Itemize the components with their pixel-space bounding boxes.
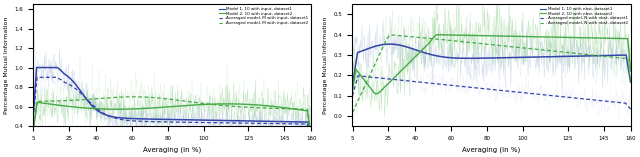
Y-axis label: Percentage Mutual Information: Percentage Mutual Information bbox=[323, 16, 328, 114]
Legend: Model 1, 10 with input, dataset1, Model 2, 10 with input, dataset2, Averaged mod: Model 1, 10 with input, dataset1, Model … bbox=[218, 6, 309, 26]
X-axis label: Averaging (in %): Averaging (in %) bbox=[143, 146, 202, 153]
Y-axis label: Percentage Mutual Information: Percentage Mutual Information bbox=[4, 16, 9, 114]
X-axis label: Averaging (in %): Averaging (in %) bbox=[463, 146, 521, 153]
Legend: Model 1, 10 with nbst, dataset1, Model 2, 10 with nbst, dataset2, Averaged model: Model 1, 10 with nbst, dataset1, Model 2… bbox=[540, 6, 628, 26]
